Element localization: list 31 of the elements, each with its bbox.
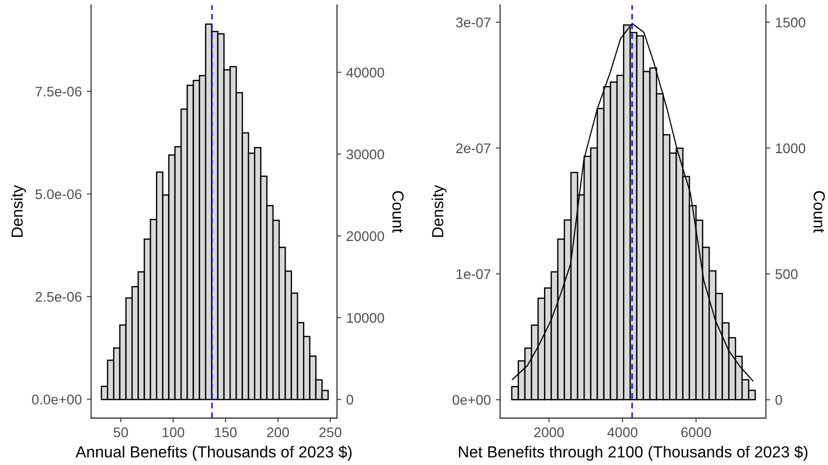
x-tick-label: 200 bbox=[267, 427, 289, 438]
y2-tick-label: 40000 bbox=[346, 68, 384, 78]
y-tick-label: 0e+00 bbox=[452, 395, 491, 405]
x-tick-label: 4000 bbox=[607, 427, 638, 438]
y2-axis-title: Count bbox=[392, 191, 404, 233]
y-tick-label: 3e-07 bbox=[456, 18, 490, 28]
y-tick-label: 2e-07 bbox=[456, 143, 490, 154]
y-tick-label: 2.5e-06 bbox=[36, 292, 82, 302]
x-tick-label: 250 bbox=[319, 427, 342, 438]
x-tick-label: 2000 bbox=[534, 427, 564, 438]
y2-tick-label: 500 bbox=[775, 269, 798, 280]
y-axis-title: Density bbox=[11, 184, 26, 237]
y2-tick-label: 30000 bbox=[346, 149, 384, 160]
x-axis-title: Net Benefits through 2100 (Thousands of 2023 $) bbox=[458, 446, 808, 461]
y-tick-label: 7.5e-06 bbox=[36, 86, 82, 97]
y-axis-title: Density bbox=[432, 184, 447, 237]
y-tick-label: 5.0e-06 bbox=[36, 189, 82, 200]
y2-tick-label: 0 bbox=[775, 395, 782, 405]
x-tick-label: 100 bbox=[162, 427, 184, 438]
y-tick-label: 0.0e+00 bbox=[32, 394, 82, 404]
x-tick-label: 6000 bbox=[681, 427, 711, 438]
y2-axis-title: Count bbox=[814, 191, 825, 233]
y2-tick-label: 0 bbox=[346, 394, 354, 405]
y-tick-label: 1e-07 bbox=[456, 269, 490, 280]
x-tick-label: 150 bbox=[215, 427, 237, 438]
x-axis-title: Annual Benefits (Thousands of 2023 $) bbox=[76, 446, 352, 461]
y2-tick-label: 10000 bbox=[347, 313, 384, 323]
x-tick-label: 50 bbox=[114, 427, 128, 438]
y2-tick-label: 1000 bbox=[776, 143, 806, 154]
y2-tick-label: 1500 bbox=[776, 18, 806, 28]
y2-tick-label: 20000 bbox=[346, 231, 384, 242]
